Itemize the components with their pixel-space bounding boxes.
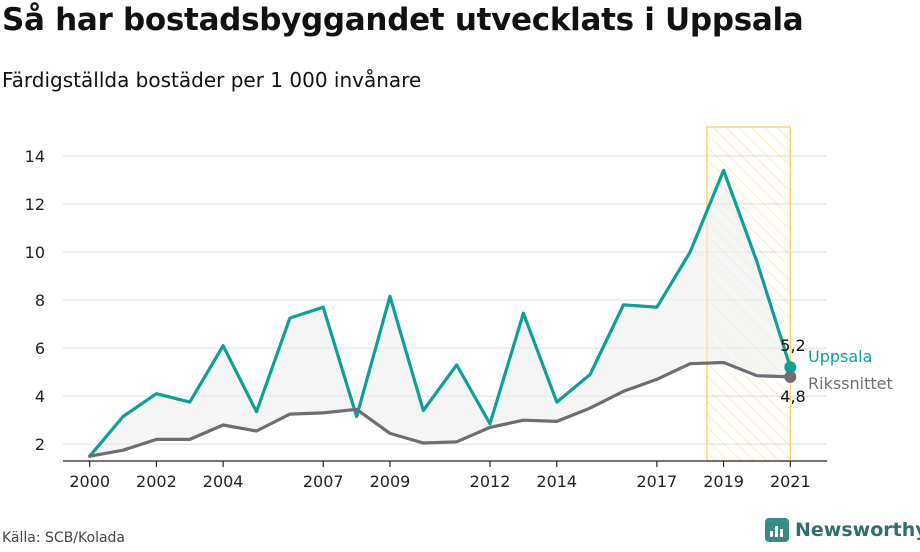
difference-area: [89, 170, 791, 457]
uppsala-series-label: Uppsala: [808, 347, 872, 366]
x-tick-label-2014: 2014: [536, 472, 577, 491]
y-tick-label-12: 12: [25, 195, 45, 214]
uppsala-value-label: 5,2: [780, 336, 805, 355]
x-tick-label-2012: 2012: [470, 472, 511, 491]
axes: 2 4 6 8 10 12 14 2000 2002 2004 2007 2009 2012 2014 20…: [25, 147, 827, 491]
x-tick-label-2002: 2002: [136, 472, 177, 491]
chart-subtitle: Färdigställda bostäder per 1 000 invånar…: [2, 68, 422, 92]
y-tick-label-6: 6: [35, 339, 45, 358]
y-tick-label-8: 8: [35, 291, 45, 310]
y-tick-label-4: 4: [35, 387, 45, 406]
source-note: Källa: SCB/Kolada: [2, 530, 126, 546]
end-point-riks: [784, 370, 797, 383]
chart-bars-icon: [765, 518, 789, 542]
x-tick-label-2004: 2004: [203, 472, 244, 491]
area-between-series: [89, 170, 791, 457]
x-tick-label-2017: 2017: [636, 472, 677, 491]
brand-name: Newsworthy: [795, 519, 920, 541]
brand-logo: Newsworthy: [765, 518, 920, 542]
riks-series-label: Rikssnittet: [808, 374, 893, 393]
series-line-riks: [88, 360, 792, 458]
y-tick-label-14: 14: [25, 147, 45, 166]
end-labels: 5,2 Uppsala Rikssnittet 4,8: [780, 336, 892, 406]
end-point-uppsala: [784, 361, 797, 374]
series-line-uppsala: [88, 168, 792, 458]
series-lines: [88, 168, 797, 458]
y-tick-label-2: 2: [35, 435, 45, 454]
x-tick-label-2019: 2019: [703, 472, 744, 491]
riks-value-label: 4,8: [780, 387, 805, 406]
x-tick-label-2021: 2021: [770, 472, 811, 491]
x-tick-label-2007: 2007: [303, 472, 344, 491]
x-tick-label-2000: 2000: [69, 472, 110, 491]
chart-title: Så har bostadsbyggandet utvecklats i Upp…: [2, 2, 804, 38]
y-tick-label-10: 10: [25, 243, 45, 262]
x-tick-label-2009: 2009: [370, 472, 411, 491]
